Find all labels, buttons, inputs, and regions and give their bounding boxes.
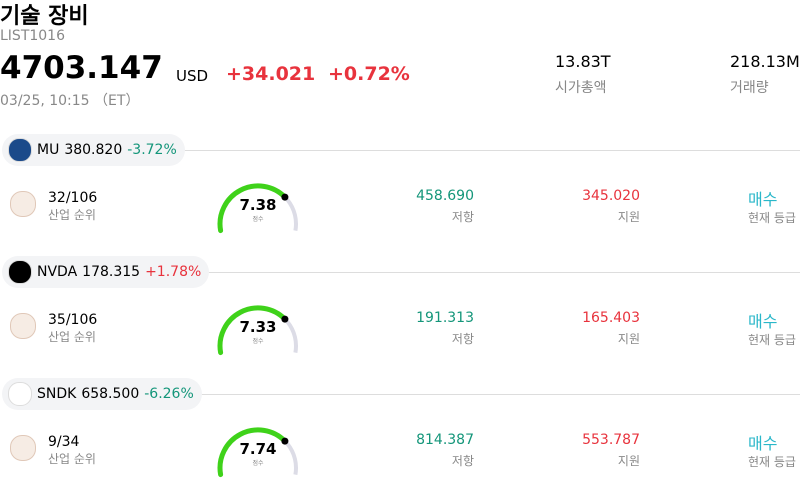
ticker-ticker: NVDA <box>37 264 78 280</box>
divider <box>170 150 800 151</box>
ticker-change: -3.72% <box>127 142 177 158</box>
change-pct: +0.72% <box>328 63 410 85</box>
rank: 35/106 <box>48 312 98 328</box>
rank-label: 산업 순위 <box>48 330 96 344</box>
ticker-change: -6.26% <box>144 386 194 402</box>
time: 03/25, 10:15 （ET） <box>0 93 140 109</box>
support: 165.403 <box>582 310 640 326</box>
gauge-dot <box>281 193 289 201</box>
score-label: 점수 <box>252 338 264 345</box>
logo <box>8 138 32 162</box>
rating: 매수 <box>748 312 778 331</box>
rank: 9/34 <box>48 434 80 450</box>
support-label: 지원 <box>617 210 640 224</box>
ticker-price: 178.315 <box>82 264 141 280</box>
ticker-ticker: MU <box>37 142 60 158</box>
score: 7.38 <box>239 196 277 214</box>
ticker-pill: NVDA 178.315 +1.78% <box>2 256 210 288</box>
rank-label: 산업 순위 <box>48 452 96 466</box>
logo <box>8 382 32 406</box>
logo <box>8 260 32 284</box>
gauge-fill <box>217 183 288 234</box>
divider <box>170 394 800 395</box>
ticker-price: 658.500 <box>81 386 140 402</box>
rating: 매수 <box>748 190 778 209</box>
currency: USD <box>176 67 209 85</box>
resistance: 814.387 <box>416 432 474 448</box>
change: +34.021 <box>226 63 316 85</box>
rating-label: 현재 등급 <box>748 333 796 347</box>
rating-label: 현재 등급 <box>748 455 796 469</box>
rating: 매수 <box>748 434 778 453</box>
rank-icon <box>10 435 36 461</box>
gauge-fill <box>217 427 288 478</box>
ticker-pill: MU 380.820 -3.72% <box>2 134 185 166</box>
support-label: 지원 <box>617 454 640 468</box>
gauge-dot <box>281 437 289 445</box>
resistance: 458.690 <box>416 188 474 204</box>
gauge <box>217 427 298 478</box>
rank: 32/106 <box>48 190 98 206</box>
ticker-ticker: SNDK <box>37 386 77 402</box>
gauge-dot <box>281 315 289 323</box>
title: 기술 장비 <box>0 4 89 29</box>
score: 7.74 <box>239 440 277 458</box>
code: LIST1016 <box>0 28 65 44</box>
resistance-label: 저항 <box>451 210 474 224</box>
ticker-pill: SNDK 658.500 -6.26% <box>2 378 202 410</box>
score-label: 점수 <box>252 216 264 223</box>
stat-label: 거래량 <box>730 80 769 96</box>
stat-label: 시가총액 <box>555 80 607 96</box>
stat-value: 218.13M <box>730 52 800 71</box>
resistance-label: 저항 <box>451 454 474 468</box>
resistance-label: 저항 <box>451 332 474 346</box>
rating-label: 현재 등급 <box>748 211 796 225</box>
ticker-price: 380.820 <box>64 142 123 158</box>
support-label: 지원 <box>617 332 640 346</box>
divider <box>170 272 800 273</box>
score: 7.33 <box>239 318 277 336</box>
score-label: 점수 <box>252 460 264 467</box>
rank-icon <box>10 313 36 339</box>
rank-label: 산업 순위 <box>48 208 96 222</box>
gauge <box>217 305 298 356</box>
price: 4703.147 <box>0 50 163 86</box>
ticker-change: +1.78% <box>145 264 202 280</box>
rank-icon <box>10 191 36 217</box>
support: 345.020 <box>582 188 640 204</box>
gauge <box>217 183 298 234</box>
resistance: 191.313 <box>416 310 474 326</box>
gauge-fill <box>217 305 288 356</box>
stat-value: 13.83T <box>555 52 611 71</box>
support: 553.787 <box>582 432 640 448</box>
